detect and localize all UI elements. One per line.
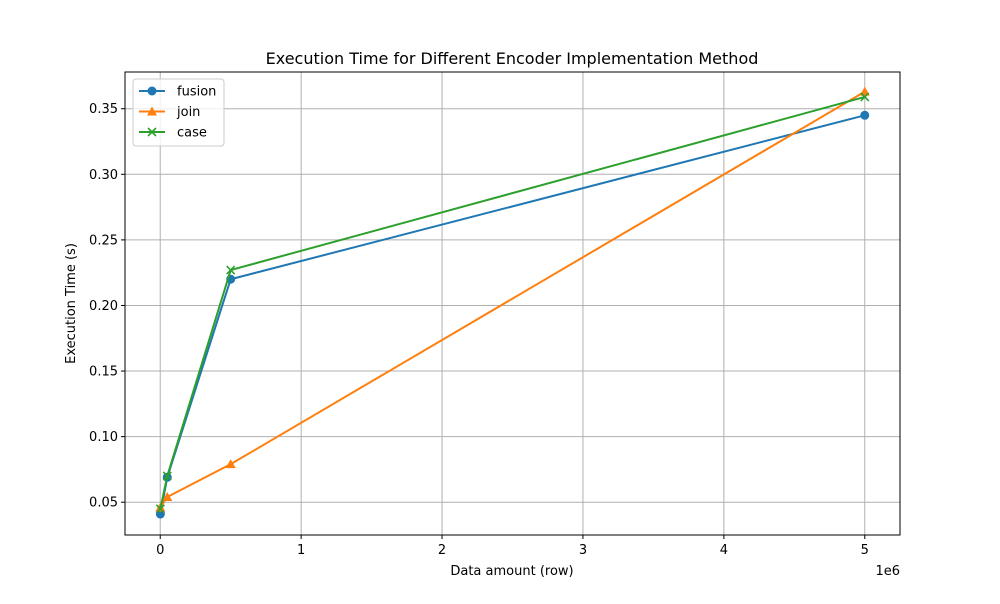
series-line-fusion bbox=[159, 114, 866, 515]
legend-label: case bbox=[177, 126, 207, 141]
x-axis-offset-label: 1e6 bbox=[875, 564, 900, 579]
series-layer bbox=[155, 86, 870, 519]
data-point-case bbox=[860, 92, 870, 102]
x-tick-label: 4 bbox=[720, 543, 728, 558]
plot-frame bbox=[124, 71, 901, 536]
y-tick-label: 0.35 bbox=[89, 102, 118, 117]
data-point-fusion bbox=[860, 110, 870, 120]
y-tick-label: 0.10 bbox=[89, 430, 118, 445]
legend-marker bbox=[147, 127, 157, 137]
legend-item-case: case bbox=[139, 126, 207, 141]
series-case bbox=[155, 92, 870, 514]
data-point-case-stroke bbox=[226, 265, 236, 275]
y-tick-label: 0.05 bbox=[89, 496, 118, 511]
series-join bbox=[155, 86, 870, 512]
y-tick-label: 0.20 bbox=[89, 299, 118, 314]
legend-label: fusion bbox=[177, 85, 216, 100]
data-point-case-stroke bbox=[162, 471, 172, 481]
y-tick-label: 0.25 bbox=[89, 233, 118, 248]
chart-title: Execution Time for Different Encoder Imp… bbox=[266, 49, 759, 68]
data-point-case bbox=[162, 471, 172, 481]
data-point-case bbox=[155, 504, 165, 514]
data-point-case-stroke bbox=[860, 92, 870, 102]
legend-label: join bbox=[176, 105, 200, 120]
x-tick-label: 0 bbox=[156, 543, 164, 558]
x-tick-label: 5 bbox=[861, 543, 869, 558]
x-axis-label: Data amount (row) bbox=[450, 564, 573, 579]
x-tick-label: 2 bbox=[438, 543, 446, 558]
legend-item-fusion: fusion bbox=[139, 85, 216, 100]
legend-marker-stroke bbox=[147, 127, 157, 137]
x-tick-label: 3 bbox=[579, 543, 587, 558]
legend-marker bbox=[147, 86, 157, 96]
data-point-case bbox=[226, 265, 236, 275]
series-line-join bbox=[159, 90, 866, 509]
x-tick-label: 1 bbox=[297, 543, 305, 558]
series-line-case bbox=[159, 95, 866, 509]
y-tick-label: 0.30 bbox=[89, 168, 118, 183]
grid bbox=[125, 72, 900, 535]
axes: 0 1 2 3 4 5 0.05 0.10 0.15 0.20 0.25 0.30 0.35 bbox=[89, 102, 869, 558]
data-point-join bbox=[162, 491, 173, 501]
legend: fusion join case bbox=[132, 78, 225, 147]
legend-item-join: join bbox=[139, 105, 200, 120]
data-point-join bbox=[225, 459, 236, 469]
y-tick-label: 0.15 bbox=[89, 365, 118, 380]
y-axis-label: Execution Time (s) bbox=[64, 243, 79, 364]
data-point-case-stroke bbox=[155, 504, 165, 514]
legend-marker bbox=[147, 106, 157, 116]
series-fusion bbox=[155, 110, 870, 519]
